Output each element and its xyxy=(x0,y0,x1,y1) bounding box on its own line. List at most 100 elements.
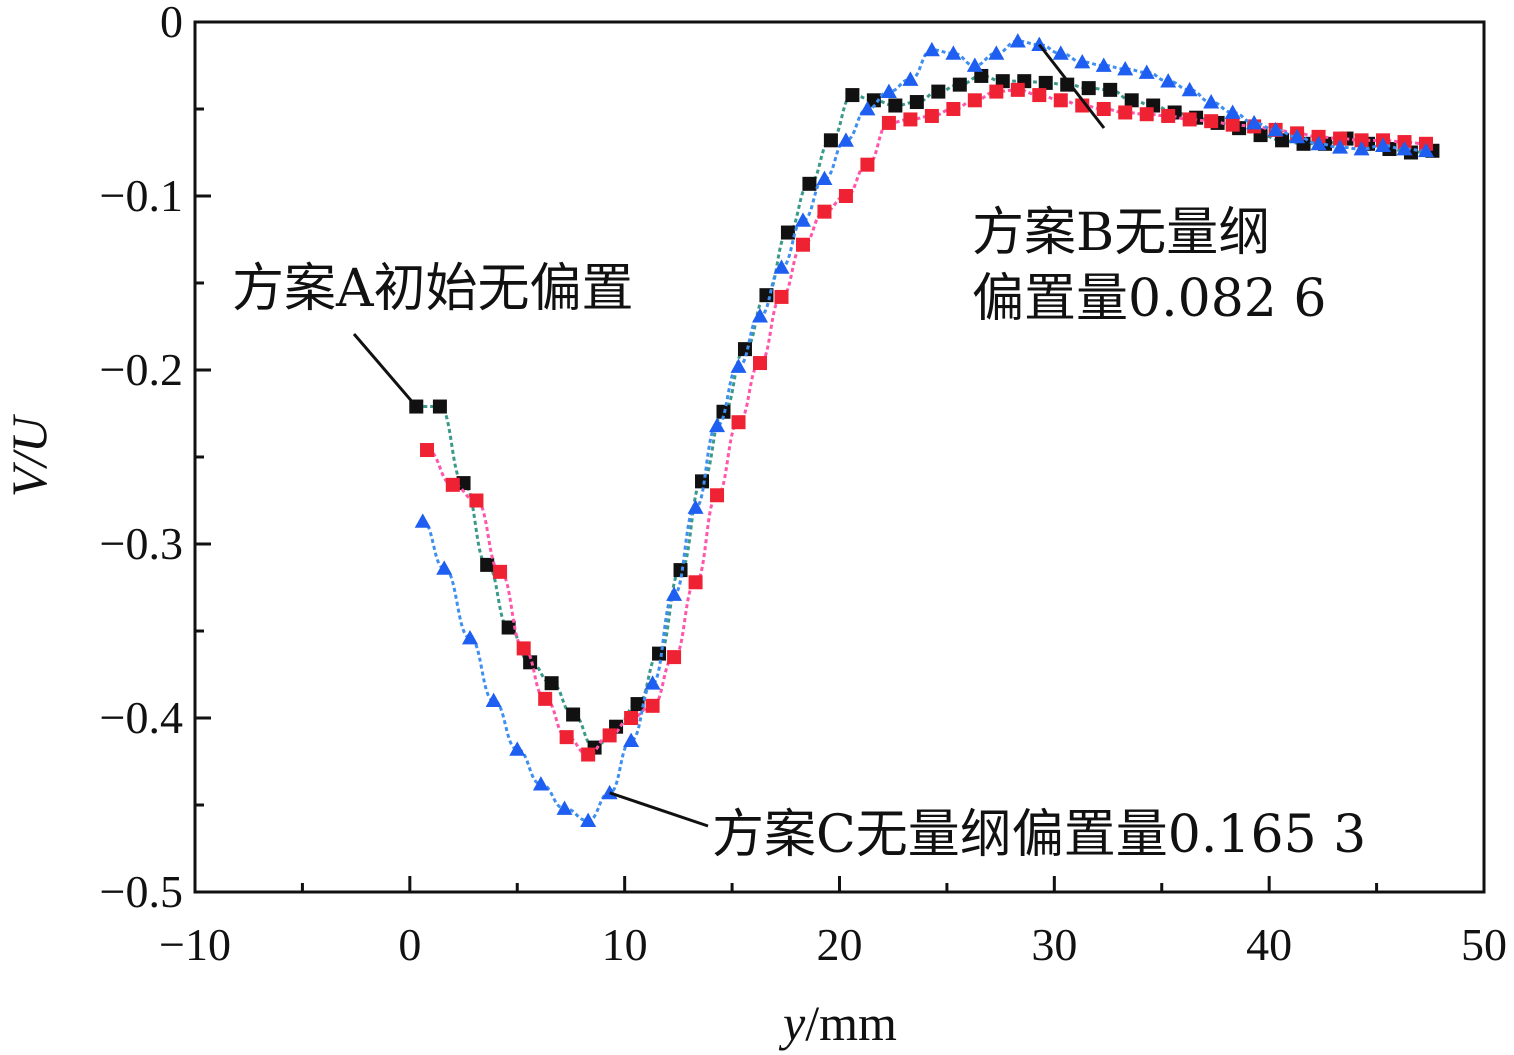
series-layer xyxy=(409,33,1440,828)
data-point xyxy=(924,108,939,123)
x-axis-title-unit: /mm xyxy=(805,995,897,1051)
data-point xyxy=(1032,88,1047,103)
y-tick-label: −0.3 xyxy=(100,518,183,569)
y-tick-label: 0 xyxy=(160,0,183,47)
x-axis-ticks: −10 0 10 20 30 40 50 xyxy=(159,876,1507,970)
data-point xyxy=(461,629,478,645)
data-point xyxy=(538,691,553,706)
data-point xyxy=(1246,114,1263,130)
data-point xyxy=(823,133,838,148)
data-point xyxy=(501,620,516,635)
x-axis-title: y/mm xyxy=(778,995,897,1051)
data-point xyxy=(838,189,853,203)
data-point xyxy=(667,650,682,665)
data-point xyxy=(1225,117,1240,132)
data-point xyxy=(1203,94,1220,109)
data-point xyxy=(902,71,919,86)
x-tick-label: 0 xyxy=(398,919,421,970)
data-point xyxy=(432,399,447,414)
x-tick-label: 40 xyxy=(1246,919,1292,970)
data-point xyxy=(709,417,726,433)
series-line xyxy=(422,39,1426,823)
leader-line xyxy=(609,791,709,828)
data-point xyxy=(1138,64,1155,79)
data-point xyxy=(436,560,453,575)
data-point xyxy=(544,676,559,691)
data-point xyxy=(1038,75,1053,90)
data-point xyxy=(480,557,495,572)
annotation-b-line1: 方案B无量纲 xyxy=(972,203,1270,263)
data-point xyxy=(946,102,961,116)
data-point xyxy=(645,698,660,713)
data-point xyxy=(624,711,639,725)
y-axis-title: V/U xyxy=(1,414,57,497)
data-point xyxy=(773,259,790,274)
data-point xyxy=(666,586,683,601)
data-point xyxy=(880,83,897,98)
data-point xyxy=(795,237,810,252)
data-point xyxy=(1396,141,1413,156)
data-point xyxy=(1139,107,1154,122)
data-point xyxy=(644,675,661,690)
data-point xyxy=(1289,128,1306,144)
data-point xyxy=(780,225,795,240)
data-point xyxy=(967,93,982,108)
data-point xyxy=(1267,121,1284,137)
data-point xyxy=(688,575,703,590)
data-point xyxy=(1354,133,1369,148)
data-point xyxy=(923,41,940,57)
annotation-b-line2: 偏置量0.082 6 xyxy=(972,269,1326,329)
data-point xyxy=(866,93,881,108)
data-point xyxy=(952,77,967,92)
data-point xyxy=(888,98,903,113)
data-point xyxy=(623,732,640,748)
data-point xyxy=(1096,102,1111,116)
y-tick-label: −0.2 xyxy=(100,344,183,395)
data-point xyxy=(1417,142,1434,158)
data-point xyxy=(1095,57,1112,72)
data-point xyxy=(1332,139,1349,154)
data-point xyxy=(730,358,747,373)
annotation-a: 方案A初始无偏置 xyxy=(232,259,634,319)
data-point xyxy=(903,112,918,127)
data-point xyxy=(731,415,746,430)
data-point xyxy=(1075,98,1090,113)
data-point xyxy=(909,95,924,110)
x-tick-label: 30 xyxy=(1031,919,1077,970)
data-point xyxy=(420,443,435,458)
series-3 xyxy=(414,33,1434,828)
data-point xyxy=(1074,54,1091,69)
data-point xyxy=(469,493,484,508)
leader-line xyxy=(352,333,418,408)
data-point xyxy=(774,289,789,304)
y-axis-ticks: 0 −0.1 −0.2 −0.3 −0.4 −0.5 xyxy=(100,0,211,917)
data-point xyxy=(817,204,832,219)
data-point xyxy=(566,707,581,722)
data-point xyxy=(710,488,725,503)
data-point xyxy=(931,84,946,99)
data-point xyxy=(881,115,896,130)
data-point xyxy=(1182,112,1197,127)
data-point xyxy=(687,499,704,514)
data-point xyxy=(1103,82,1118,97)
data-point xyxy=(556,800,573,815)
data-point xyxy=(1031,36,1048,52)
x-axis-title-variable: y xyxy=(778,995,806,1051)
data-point xyxy=(1060,77,1075,92)
series-line xyxy=(416,74,1433,750)
data-point xyxy=(652,646,667,661)
data-point xyxy=(1052,45,1069,60)
data-point xyxy=(859,101,876,116)
data-point xyxy=(1353,141,1370,156)
data-point xyxy=(581,747,596,762)
data-point xyxy=(1224,104,1241,119)
data-point xyxy=(1333,131,1348,146)
y-tick-label: −0.5 xyxy=(100,866,183,917)
data-point xyxy=(516,641,531,656)
x-tick-label: 20 xyxy=(817,919,863,970)
data-point xyxy=(485,692,502,707)
y-tick-label: −0.4 xyxy=(100,692,183,743)
data-point xyxy=(966,57,983,72)
data-point xyxy=(559,730,574,745)
